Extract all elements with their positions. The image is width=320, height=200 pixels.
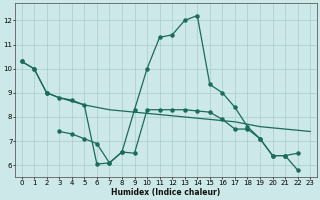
X-axis label: Humidex (Indice chaleur): Humidex (Indice chaleur) (111, 188, 220, 197)
